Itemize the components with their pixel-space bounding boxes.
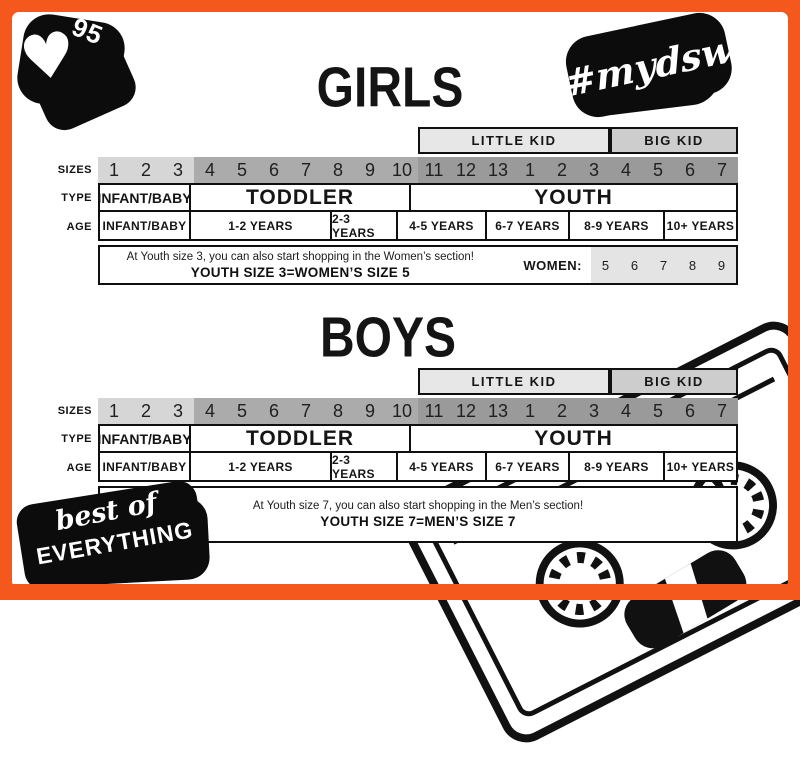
girls-size-chart: LITTLE KID BIG KID SIZES 1 2 3 4 5 6 7 8 9 10 11 12… (58, 127, 738, 285)
girls-conversion-note: At Youth size 3, you can also start shop… (98, 245, 738, 285)
size-cell: 1 (98, 398, 130, 424)
type-row-label: TYPE (61, 432, 92, 445)
girls-title: GIRLS (316, 57, 464, 120)
age-cell: 1-2 YEARS (190, 212, 332, 241)
age-cell: 2-3 YEARS (331, 212, 398, 241)
size-cell: 10 (386, 157, 418, 183)
size-cell: 2 (546, 157, 578, 183)
sizes-row: SIZES 1 2 3 4 5 6 7 8 9 10 11 12 13 1 2 3 4 5 6 7 (58, 398, 738, 424)
size-cell: 5 (226, 398, 258, 424)
type-cell: INFANT/BABY (97, 424, 192, 453)
size-cell: 8 (322, 398, 354, 424)
age-cell: 6-7 YEARS (486, 453, 570, 482)
likes-badge: ♥ 95 (10, 10, 146, 137)
type-cell: YOUTH (411, 424, 738, 453)
age-cell: 8-9 YEARS (569, 212, 665, 241)
little-kid-header: LITTLE KID (418, 127, 610, 154)
type-row: TYPE INFANT/BABY TODDLER YOUTH (61, 183, 738, 212)
best-of-everything-badge: best of EVERYTHING (9, 474, 218, 599)
women-size-cell: 5 (601, 257, 610, 273)
size-cell: 6 (258, 398, 290, 424)
sizes-row: SIZES 1 2 3 4 5 6 7 8 9 10 11 12 13 1 2 3 4 5 6 7 (58, 157, 738, 183)
age-row: AGE INFANT/BABY 1-2 YEARS 2-3 YEARS 4-5 YEA… (67, 453, 738, 482)
age-row: AGE INFANT/BABY 1-2 YEARS 2-3 YEARS 4-5 YEA… (67, 212, 738, 241)
size-cell: 11 (418, 157, 450, 183)
size-cell: 5 (642, 398, 674, 424)
age-cell: 2-3 YEARS (331, 453, 398, 482)
kid-group-header: LITTLE KID BIG KID (98, 127, 738, 154)
size-cell: 13 (482, 398, 514, 424)
age-cell: 4-5 YEARS (397, 453, 487, 482)
hashtag-text: #mydsw (563, 26, 735, 106)
size-cell: 1 (514, 398, 546, 424)
age-row-label: AGE (66, 220, 92, 233)
size-cell: 5 (642, 157, 674, 183)
little-kid-header: LITTLE KID (418, 368, 610, 395)
size-cell: 2 (130, 157, 162, 183)
size-cell: 4 (610, 398, 642, 424)
type-cell: YOUTH (411, 183, 738, 212)
size-cell: 4 (610, 157, 642, 183)
size-cell: 10 (386, 398, 418, 424)
type-cell: TODDLER (190, 183, 412, 212)
size-cell: 3 (578, 157, 610, 183)
kid-group-header: LITTLE KID BIG KID (98, 368, 738, 395)
age-row-label: AGE (66, 461, 92, 474)
age-cell: 1-2 YEARS (190, 453, 332, 482)
note-line1: At Youth size 7, you can also start shop… (252, 500, 584, 512)
age-cell: 6-7 YEARS (486, 212, 570, 241)
size-cell: 4 (194, 157, 226, 183)
size-cell: 2 (130, 398, 162, 424)
size-cell: 9 (354, 398, 386, 424)
big-kid-header: BIG KID (610, 127, 738, 154)
size-cell: 1 (98, 157, 130, 183)
note-line1: At Youth size 3, you can also start shop… (126, 250, 474, 263)
size-cell: 6 (258, 157, 290, 183)
age-cell: 8-9 YEARS (569, 453, 665, 482)
size-cell: 9 (354, 157, 386, 183)
note-line2: YOUTH SIZE 3=WOMEN’S SIZE 5 (190, 264, 410, 280)
sizes-row-label: SIZES (57, 405, 92, 417)
women-size-cell: 8 (688, 257, 697, 273)
size-cell: 3 (162, 398, 194, 424)
size-cell: 7 (290, 398, 322, 424)
note-text: At Youth size 7, you can also start shop… (100, 488, 736, 541)
type-cell: TODDLER (190, 424, 412, 453)
size-cell: 4 (194, 398, 226, 424)
size-cell: 7 (290, 157, 322, 183)
women-sizes-box: 5 6 7 8 9 (591, 247, 736, 283)
size-cell: 5 (226, 157, 258, 183)
women-label: WOMEN: (523, 257, 582, 273)
size-cell: 12 (450, 398, 482, 424)
size-cell: 7 (706, 157, 738, 183)
size-cell: 13 (482, 157, 514, 183)
age-cell: 4-5 YEARS (397, 212, 487, 241)
big-kid-header: BIG KID (610, 368, 738, 395)
size-cell: 3 (578, 398, 610, 424)
size-cell: 12 (450, 157, 482, 183)
sizes-row-label: SIZES (57, 164, 92, 176)
size-cell: 8 (322, 157, 354, 183)
size-cell: 11 (418, 398, 450, 424)
size-cell: 7 (706, 398, 738, 424)
size-cell: 3 (162, 157, 194, 183)
women-size-cell: 9 (717, 257, 726, 273)
note-line2: YOUTH SIZE 7=MEN’S SIZE 7 (320, 514, 516, 529)
age-cell: INFANT/BABY (98, 212, 191, 241)
women-size-cell: 6 (630, 257, 639, 273)
size-cell: 2 (546, 398, 578, 424)
women-size-cell: 7 (659, 257, 668, 273)
size-cell: 6 (674, 398, 706, 424)
hashtag-badge: #mydsw (559, 6, 738, 125)
boys-title: BOYS (319, 307, 457, 370)
type-row-label: TYPE (61, 191, 92, 204)
note-text: At Youth size 3, you can also start shop… (100, 247, 501, 283)
type-cell: INFANT/BABY (97, 183, 192, 212)
age-cell: INFANT/BABY (98, 453, 191, 482)
type-row: TYPE INFANT/BABY TODDLER YOUTH (61, 424, 738, 453)
age-cell: 10+ YEARS (664, 453, 738, 482)
size-cell: 1 (514, 157, 546, 183)
size-cell: 6 (674, 157, 706, 183)
age-cell: 10+ YEARS (664, 212, 738, 241)
